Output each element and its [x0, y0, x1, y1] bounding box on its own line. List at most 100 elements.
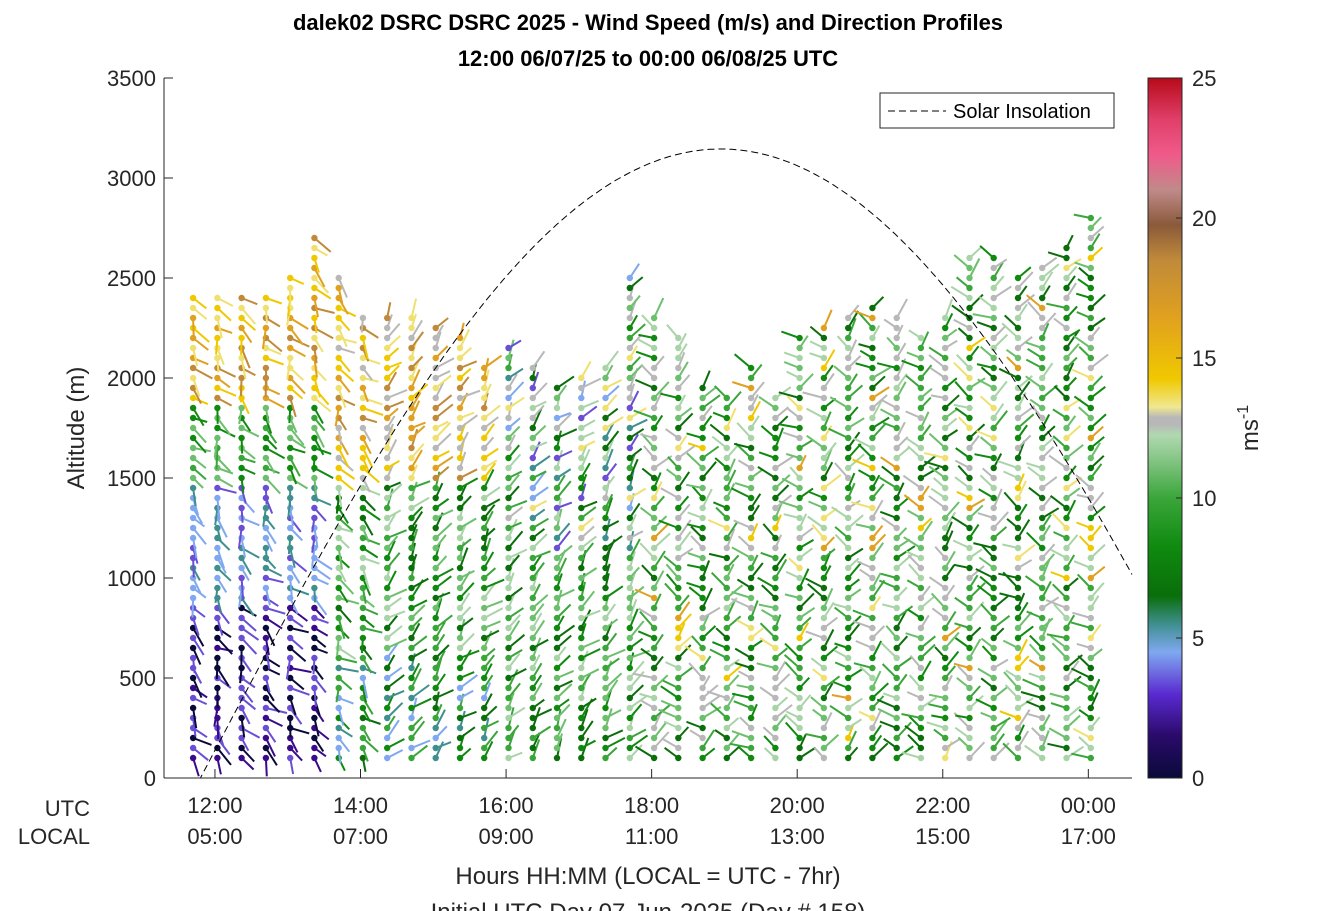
wind-barb-shaft [289, 427, 305, 446]
wind-barb-point [917, 734, 925, 742]
wind-barb-point [432, 394, 439, 402]
wind-barb-point [917, 384, 925, 392]
wind-barb-point [311, 424, 318, 432]
y-tick-label: 3500 [107, 66, 156, 91]
wind-barb-point [869, 534, 876, 542]
wind-barb-point [384, 454, 391, 462]
wind-barb-point [432, 584, 439, 592]
wind-barb-shaft [435, 432, 452, 449]
wind-barb-shaft [192, 747, 209, 761]
wind-barb-point [384, 314, 391, 322]
wind-barb-shaft [628, 458, 639, 479]
wind-barb-point [772, 594, 779, 602]
wind-barb-point [238, 454, 245, 462]
colorbar-label: ms-1 [1235, 405, 1264, 451]
wind-barb-point [432, 454, 439, 462]
wind-barb-shaft [802, 391, 825, 399]
wind-barb-point [699, 624, 706, 632]
wind-barb-point [772, 514, 779, 522]
wind-barb-shaft [508, 668, 527, 679]
wind-barb-shaft [362, 737, 379, 753]
wind-barb-point [408, 564, 415, 572]
wind-barb-shaft [992, 380, 1008, 399]
wind-barb-shaft [871, 400, 883, 419]
wind-barb-shaft [532, 455, 551, 469]
wind-barb-shaft [338, 647, 357, 660]
wind-barb-shaft [880, 641, 898, 659]
wind-barb-point [238, 464, 245, 472]
x-row-utc-label: UTC [45, 796, 90, 821]
wind-barb-point [335, 674, 342, 682]
wind-barb-shaft [725, 407, 737, 429]
wind-barb-point [359, 604, 367, 612]
wind-barb-point [602, 364, 609, 372]
wind-barb-shaft [289, 647, 307, 662]
wind-barb-point [384, 404, 391, 412]
wind-barb-point [917, 754, 925, 762]
wind-barb-point [432, 444, 439, 452]
wind-barb-point [675, 404, 682, 412]
wind-barb-shaft [677, 471, 691, 489]
wind-barb-shaft [1065, 330, 1080, 349]
wind-barb-point [481, 574, 488, 582]
wind-barb-point [408, 374, 415, 382]
wind-barb-point [456, 354, 464, 362]
wind-barb-shaft [783, 654, 801, 669]
wind-barb-shaft [411, 697, 432, 709]
wind-barb-point [820, 684, 828, 692]
wind-barb-point [578, 504, 585, 512]
wind-barb-point [917, 414, 925, 422]
wind-barb-point [359, 394, 367, 402]
wind-barb-point [699, 464, 706, 472]
wind-barb-point [311, 734, 318, 742]
wind-barb-point [505, 464, 512, 472]
wind-barb-point [1014, 664, 1022, 672]
wind-barb-shaft [829, 396, 849, 409]
wind-barb-point [966, 254, 973, 262]
wind-barb-point [456, 564, 464, 572]
wind-barb-point [1039, 684, 1046, 692]
wind-barb-point [747, 594, 755, 602]
wind-barb-point [189, 384, 197, 392]
wind-barb-point [942, 394, 949, 402]
wind-barb-point [650, 654, 658, 662]
wind-barb-point [1039, 454, 1046, 462]
wind-barb-point [675, 484, 682, 492]
wind-barb-shaft [806, 434, 825, 449]
wind-barb-point [408, 644, 415, 652]
wind-barb-point [287, 424, 294, 432]
wind-barb-shaft [483, 578, 505, 589]
wind-barb-shaft [730, 597, 752, 609]
wind-barb-shaft [435, 522, 453, 539]
wind-barb-point [359, 444, 367, 452]
wind-barb-point [287, 324, 294, 332]
wind-barb-point [311, 394, 318, 402]
wind-barb-point [189, 704, 197, 712]
wind-barb-point [675, 654, 682, 662]
wind-barb-shaft [216, 637, 233, 655]
wind-barb-point [845, 744, 852, 752]
wind-barb-point [602, 684, 609, 692]
wind-barb-shaft [459, 674, 478, 689]
wind-barb-point [747, 584, 755, 592]
wind-barb-shaft [725, 528, 736, 549]
wind-barb-shaft [556, 522, 571, 539]
wind-barb-shaft [702, 694, 721, 709]
wind-barb-point [311, 234, 318, 242]
wind-barb-point [578, 734, 585, 742]
wind-barb-point [335, 344, 342, 352]
wind-barb-shaft [731, 546, 752, 559]
wind-barb-point [675, 684, 682, 692]
wind-barb-point [481, 724, 488, 732]
wind-barb-shaft [192, 707, 198, 729]
wind-barb-point [723, 394, 730, 402]
wind-barb-point [942, 674, 949, 682]
wind-barb-shaft [362, 507, 381, 521]
wind-barb-point [1039, 364, 1046, 372]
wind-barb-point [578, 514, 585, 522]
wind-barb-point [505, 504, 512, 512]
wind-barb-point [796, 584, 803, 592]
wind-barb-point [893, 694, 900, 702]
wind-barb-shaft [901, 751, 922, 759]
